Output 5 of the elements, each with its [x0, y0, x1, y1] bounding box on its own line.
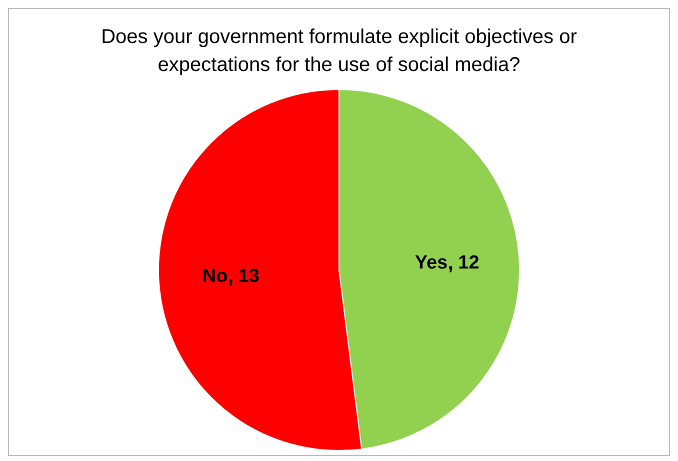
chart-title: Does your government formulate explicit objectives or expectations for the use of social media? [100, 25, 578, 78]
data-label: 12 [458, 252, 480, 274]
data-label: 13 [238, 266, 260, 288]
slice-label: Yes [414, 252, 448, 274]
slice-label: No [202, 266, 228, 288]
